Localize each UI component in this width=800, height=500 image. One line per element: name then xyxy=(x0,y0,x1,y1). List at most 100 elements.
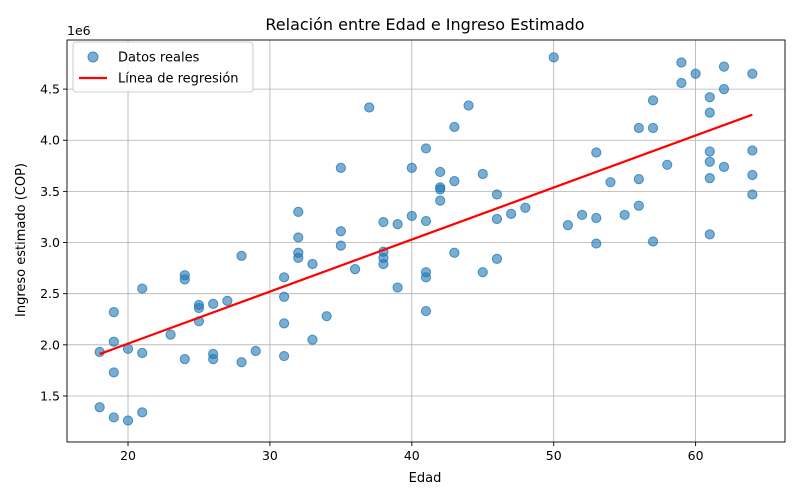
data-point xyxy=(293,252,304,263)
data-point xyxy=(548,52,559,63)
data-point xyxy=(704,146,715,157)
regression-line xyxy=(99,113,753,356)
regression-line-layer xyxy=(99,113,753,356)
y-tick-label: 4.5 xyxy=(40,82,60,97)
data-point xyxy=(633,174,644,185)
data-point xyxy=(208,298,219,310)
data-point xyxy=(94,402,105,413)
data-point xyxy=(605,177,616,188)
legend-box xyxy=(72,41,254,93)
data-point xyxy=(193,302,205,314)
data-point xyxy=(349,264,361,275)
data-point xyxy=(591,212,602,224)
data-point xyxy=(449,247,460,258)
data-point xyxy=(293,232,304,243)
data-point xyxy=(477,267,488,278)
data-point xyxy=(279,318,290,329)
data-point xyxy=(406,210,417,222)
data-point xyxy=(647,236,659,247)
data-point xyxy=(335,226,346,237)
data-point xyxy=(477,168,488,180)
data-point xyxy=(137,347,148,359)
chart-title: Relación entre Edad e Ingreso Estimado xyxy=(265,15,584,34)
data-point xyxy=(704,92,715,103)
data-point xyxy=(420,272,432,283)
data-point xyxy=(435,195,446,206)
data-point xyxy=(747,145,758,156)
data-point xyxy=(520,202,531,213)
data-point xyxy=(378,216,389,228)
data-point xyxy=(321,311,332,322)
data-point xyxy=(108,367,119,378)
data-point xyxy=(647,122,659,134)
data-point xyxy=(335,240,346,251)
scatter-points xyxy=(94,52,758,426)
plot-frame xyxy=(66,39,786,443)
data-point xyxy=(647,95,659,106)
x-axis-label: Edad xyxy=(409,471,442,486)
data-point xyxy=(307,334,318,345)
data-point xyxy=(137,407,148,418)
y-tick-label: 1.5 xyxy=(40,388,60,403)
data-point xyxy=(633,122,644,134)
data-point xyxy=(704,156,715,167)
data-point xyxy=(392,219,403,230)
data-point xyxy=(463,100,474,111)
data-point xyxy=(307,258,318,270)
data-point xyxy=(137,283,148,294)
legend: Datos reales Línea de regresión xyxy=(72,41,254,93)
data-point xyxy=(718,61,730,72)
data-point xyxy=(449,176,460,187)
data-point xyxy=(435,184,446,195)
data-point xyxy=(279,291,290,302)
data-point xyxy=(747,189,758,200)
data-point xyxy=(662,159,673,170)
data-point xyxy=(576,209,588,221)
data-point xyxy=(491,253,503,265)
x-tick-label: 20 xyxy=(120,448,136,463)
data-point xyxy=(420,143,432,154)
data-point xyxy=(491,213,503,225)
y-tick-label: 2.5 xyxy=(40,286,60,301)
data-point xyxy=(122,415,134,426)
data-point xyxy=(250,345,261,357)
x-tick-label: 60 xyxy=(688,448,704,463)
y-tick-label: 3.5 xyxy=(40,184,60,199)
data-point xyxy=(108,412,119,423)
data-point xyxy=(222,295,233,306)
data-point xyxy=(676,57,687,68)
data-point xyxy=(690,68,701,79)
data-point xyxy=(364,102,375,113)
grid-layer xyxy=(67,40,785,442)
legend-label-linea-regresion: Línea de regresión xyxy=(118,72,239,87)
data-point xyxy=(619,209,630,221)
data-point xyxy=(747,68,758,79)
x-axis-ticks: 20 30 40 50 60 xyxy=(120,442,704,463)
data-point xyxy=(491,189,503,200)
y-axis-offset-label: 1e6 xyxy=(67,23,91,38)
data-point xyxy=(591,147,602,158)
data-point xyxy=(449,121,460,133)
y-tick-label: 2.0 xyxy=(40,337,60,352)
data-point xyxy=(704,229,715,240)
data-point xyxy=(718,83,730,95)
y-tick-label: 4.0 xyxy=(40,133,60,148)
data-point xyxy=(435,166,446,178)
data-point xyxy=(236,357,247,368)
data-point xyxy=(279,272,290,283)
data-point xyxy=(704,172,715,184)
x-tick-label: 30 xyxy=(262,448,278,463)
data-point xyxy=(704,107,715,118)
data-point xyxy=(165,329,176,340)
data-point xyxy=(676,77,687,89)
data-point xyxy=(392,282,403,293)
data-point xyxy=(279,350,290,362)
data-point xyxy=(420,215,432,227)
data-point xyxy=(406,162,417,173)
data-point xyxy=(562,220,573,231)
data-point xyxy=(591,238,602,249)
data-point xyxy=(747,169,758,181)
data-point xyxy=(293,206,304,217)
legend-label-datos-reales: Datos reales xyxy=(118,51,200,66)
